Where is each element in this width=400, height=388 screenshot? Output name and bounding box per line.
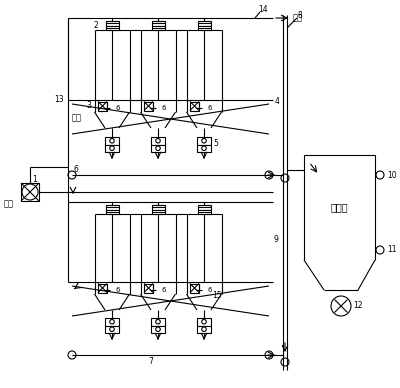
Bar: [190, 284, 199, 293]
Text: 6: 6: [162, 105, 166, 111]
Bar: [197, 144, 211, 152]
Text: 5: 5: [213, 140, 218, 149]
Text: 13: 13: [54, 95, 64, 104]
Circle shape: [68, 351, 76, 359]
Bar: [106, 210, 118, 214]
Text: 9: 9: [274, 236, 279, 244]
Circle shape: [202, 146, 206, 151]
Text: 6: 6: [73, 166, 78, 175]
Bar: [151, 326, 165, 333]
Circle shape: [265, 351, 273, 359]
Text: 2: 2: [94, 21, 99, 29]
Circle shape: [156, 327, 160, 331]
Bar: [105, 144, 119, 152]
Bar: [197, 318, 211, 326]
Bar: [152, 26, 164, 30]
Circle shape: [376, 171, 384, 179]
Text: 15: 15: [212, 291, 222, 300]
Text: 6: 6: [116, 287, 120, 293]
Bar: [105, 318, 119, 326]
Circle shape: [265, 171, 273, 179]
Bar: [152, 210, 164, 214]
Circle shape: [281, 174, 289, 182]
Bar: [198, 26, 210, 30]
Bar: [152, 205, 164, 210]
Circle shape: [22, 184, 38, 200]
Circle shape: [202, 327, 206, 331]
Text: 大氣: 大氣: [4, 199, 14, 208]
Bar: [190, 102, 199, 111]
Text: 14: 14: [258, 5, 268, 14]
Circle shape: [110, 139, 114, 143]
Circle shape: [110, 327, 114, 331]
Circle shape: [376, 246, 384, 254]
Circle shape: [110, 146, 114, 151]
Text: 3: 3: [86, 102, 91, 111]
Bar: [144, 284, 153, 293]
Circle shape: [281, 358, 289, 366]
Bar: [106, 26, 118, 30]
Circle shape: [156, 319, 160, 324]
Bar: [198, 205, 210, 210]
Text: 6: 6: [116, 105, 120, 111]
Bar: [98, 284, 107, 293]
Circle shape: [156, 146, 160, 151]
Text: 12: 12: [353, 301, 362, 310]
Text: 6: 6: [162, 287, 166, 293]
Bar: [151, 137, 165, 144]
Circle shape: [68, 171, 76, 179]
Bar: [151, 318, 165, 326]
Circle shape: [110, 319, 114, 324]
Text: 10: 10: [387, 170, 397, 180]
Text: 4: 4: [275, 97, 280, 106]
Circle shape: [202, 139, 206, 143]
Bar: [144, 102, 153, 111]
Bar: [151, 144, 165, 152]
Bar: [197, 137, 211, 144]
Bar: [106, 205, 118, 210]
Text: 8: 8: [298, 12, 303, 21]
Bar: [105, 137, 119, 144]
Bar: [105, 326, 119, 333]
Text: 7: 7: [148, 357, 153, 365]
Circle shape: [202, 319, 206, 324]
Bar: [197, 326, 211, 333]
Bar: [198, 21, 210, 26]
Text: 儲灰倉: 儲灰倉: [330, 202, 348, 212]
Bar: [106, 21, 118, 26]
Text: 塵氣: 塵氣: [72, 114, 82, 123]
Bar: [198, 210, 210, 214]
Bar: [152, 21, 164, 26]
Circle shape: [331, 296, 351, 316]
Circle shape: [156, 139, 160, 143]
Text: 6: 6: [208, 287, 212, 293]
Bar: [98, 102, 107, 111]
Text: 11: 11: [387, 246, 396, 255]
Text: 6: 6: [208, 105, 212, 111]
Bar: [21, 183, 39, 201]
Text: 1: 1: [32, 175, 37, 184]
Text: 淨氣: 淨氣: [293, 14, 303, 23]
